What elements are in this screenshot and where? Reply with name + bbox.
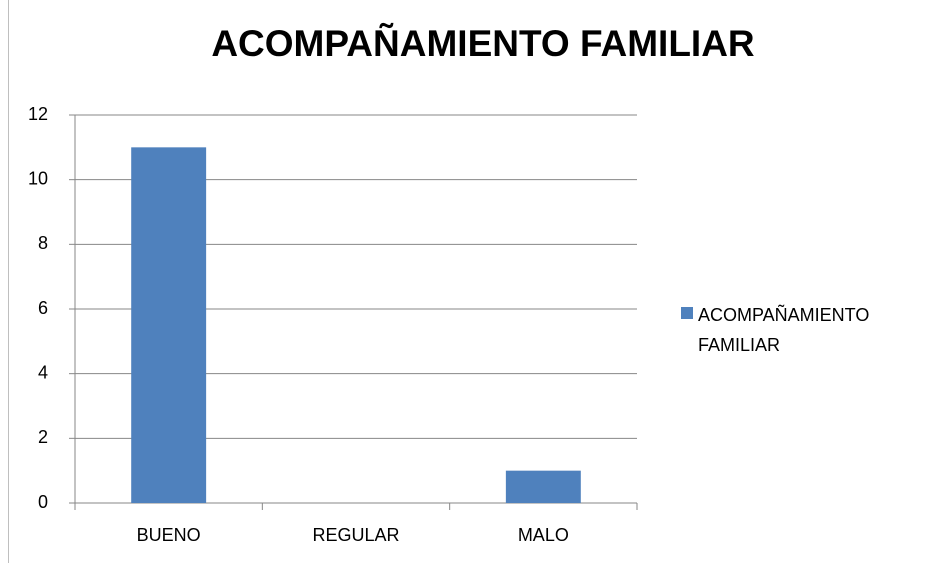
- legend-label: ACOMPAÑAMIENTO FAMILIAR: [698, 305, 870, 355]
- chart-title: ACOMPAÑAMIENTO FAMILIAR: [211, 22, 754, 64]
- legend-marker: [681, 307, 693, 319]
- bar: [505, 470, 581, 503]
- x-tick-label: BUENO: [137, 525, 201, 545]
- x-tick-label: REGULAR: [312, 525, 399, 545]
- y-tick-label: 10: [28, 168, 48, 188]
- y-tick-label: 12: [28, 104, 48, 124]
- bar: [131, 147, 207, 504]
- chart-border: [8, 0, 9, 563]
- y-tick-label: 6: [38, 298, 48, 318]
- y-tick-label: 0: [38, 492, 48, 512]
- x-tick-label: MALO: [518, 525, 569, 545]
- y-tick-label: 2: [38, 427, 48, 447]
- y-tick-label: 8: [38, 233, 48, 253]
- y-tick-label: 4: [38, 362, 48, 382]
